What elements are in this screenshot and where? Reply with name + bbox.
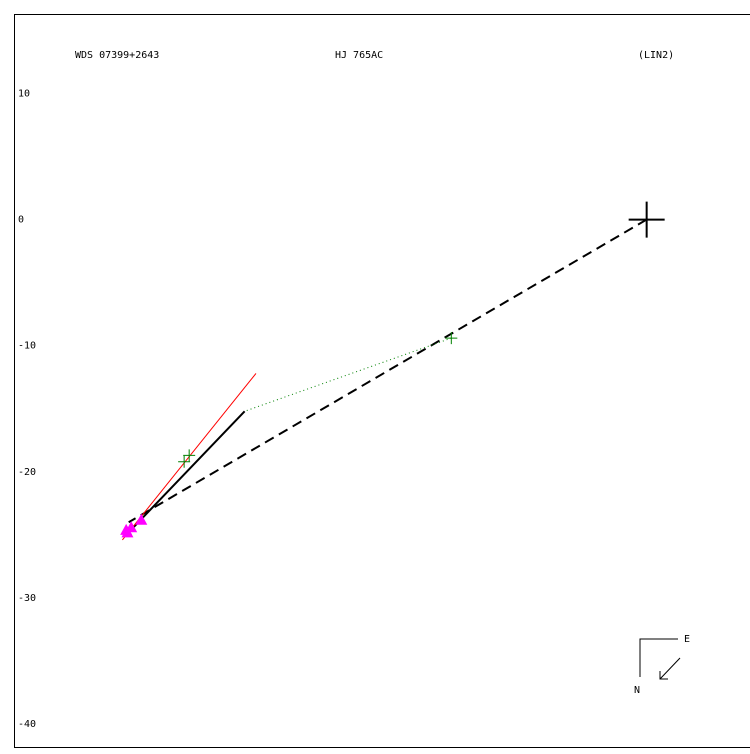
compass-arrow [660,658,680,679]
y-tick-label: -20 [18,467,36,478]
y-tick-label: -40 [18,719,36,730]
compass-east: E [684,634,690,645]
annotation: (LIN2) [638,50,674,61]
y-tick-label: -30 [18,593,36,604]
series-line [245,338,452,411]
compass: E N [634,634,690,696]
y-tick-label: 10 [18,88,30,99]
chart-title: WDS 07399+2643 [75,50,159,61]
cross-point [445,332,457,344]
compass-north: N [634,685,640,696]
compass-axes [640,639,678,677]
chart-subtitle: HJ 765AC [335,50,383,61]
frame [15,15,750,748]
y-tick-label: 0 [18,215,24,226]
series-line [129,220,647,523]
series-line [129,411,245,532]
y-tick-label: -10 [18,341,36,352]
